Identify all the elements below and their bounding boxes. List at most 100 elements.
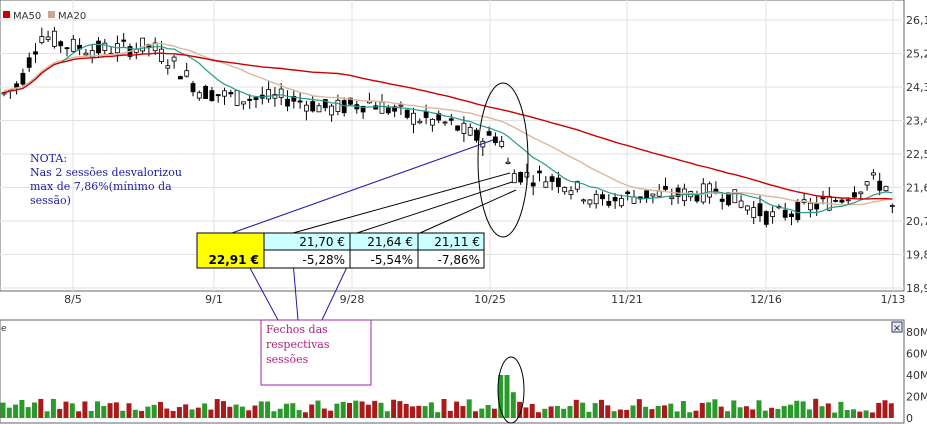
candle-body: [864, 181, 870, 186]
volume-bar: [120, 410, 126, 418]
volume-bar: [403, 403, 409, 418]
volume-bar: [25, 407, 31, 418]
candle-body: [757, 203, 763, 217]
ma20-line: [3, 42, 893, 206]
candle-body: [398, 104, 404, 107]
candle-body: [467, 127, 473, 136]
price-y-tick: 20,7: [906, 215, 927, 228]
candle-body: [58, 41, 64, 47]
volume-bar: [561, 408, 567, 418]
candle-body: [222, 90, 227, 97]
svg-text:e: e: [1, 324, 7, 334]
volume-bar: [680, 401, 686, 418]
candle-body: [411, 112, 416, 125]
drop-highlight-ellipse: [477, 82, 529, 238]
volume-bar: [38, 398, 44, 418]
x-tick-label: 1/13: [881, 293, 906, 306]
x-tick-label: 8/5: [64, 293, 82, 306]
volume-bar: [769, 407, 775, 418]
volume-bar: [309, 404, 315, 418]
volume-bar: [334, 403, 340, 418]
volume-y-tick: 20M: [906, 391, 927, 404]
price-y-tick: 24,3: [906, 81, 927, 94]
candle-body: [492, 136, 498, 144]
close-volume-button[interactable]: ×: [891, 321, 903, 334]
volume-bar: [170, 410, 176, 418]
candle-body: [253, 97, 259, 101]
volume-bar: [775, 409, 781, 418]
candle-body: [745, 205, 750, 211]
candle-body: [524, 172, 530, 178]
volume-bar: [611, 411, 617, 418]
price-y-tick: 25,2: [906, 48, 927, 61]
volume-y-tick: 80M: [906, 326, 927, 339]
volume-bar: [189, 409, 195, 418]
candle-body: [852, 192, 857, 198]
volume-y-tick: 0: [906, 412, 913, 424]
volume-bar: [139, 410, 145, 418]
candle-body: [45, 36, 51, 40]
candle-body: [310, 101, 316, 112]
volume-bar: [447, 410, 453, 418]
legend-swatch-ma50: [3, 11, 10, 18]
volume-bar: [340, 401, 346, 418]
price-y-tick: 22,5: [906, 148, 927, 161]
volume-bar: [460, 406, 466, 418]
candle-body: [656, 190, 662, 197]
volume-bar: [88, 410, 94, 418]
volume-bar: [271, 411, 277, 418]
candle-body: [33, 51, 38, 55]
candle-body: [877, 180, 883, 191]
volume-bar: [756, 400, 762, 418]
connector-lines: [231, 139, 517, 321]
candle-body: [291, 95, 297, 102]
volume-bar: [107, 403, 113, 418]
volume-bar: [819, 406, 825, 418]
price-change-table: 22,91 € 21,70 € 21,64 € 21,11 € -5,28% -…: [196, 232, 485, 269]
volume-bar: [876, 402, 882, 418]
candle-body: [234, 90, 240, 106]
candle-body: [518, 171, 523, 183]
volume-bar: [0, 402, 6, 418]
volume-bar: [158, 401, 163, 418]
volume-bar: [95, 401, 100, 418]
volume-bar: [151, 404, 157, 418]
note-line-1: NOTA:: [30, 152, 67, 165]
volume-bar: [813, 398, 819, 418]
volume-bar: [435, 412, 441, 418]
candle-body: [726, 192, 731, 206]
candle-body: [770, 211, 775, 217]
candle-body: [719, 198, 725, 202]
volume-bar: [410, 406, 415, 418]
volume-bar: [844, 409, 850, 418]
fechos-line-3: sessões: [266, 353, 309, 366]
volume-bars: [0, 375, 894, 418]
candle-body: [593, 193, 599, 205]
volume-bar: [573, 399, 579, 418]
price-y-axis: 26,1 25,2 24,3 23,4 22,5 21,6 20,7 19,8 18,9: [906, 14, 927, 295]
table-change-2: -5,54%: [371, 253, 413, 267]
x-tick-label: 11/21: [611, 293, 643, 306]
volume-bar: [466, 399, 472, 418]
candle-body: [871, 172, 876, 176]
volume-bar: [838, 401, 844, 418]
volume-bar: [428, 402, 434, 418]
candle-body: [625, 191, 631, 195]
candle-body: [240, 101, 246, 105]
volume-bar: [233, 404, 239, 418]
candle-body: [316, 105, 322, 113]
candle-body: [839, 199, 845, 203]
table-change-1: -5,28%: [303, 253, 345, 267]
candle-body: [738, 200, 744, 208]
volume-bar: [857, 411, 863, 418]
candle-body: [562, 187, 568, 193]
candle-body: [707, 183, 712, 198]
volume-bar: [227, 406, 233, 418]
x-axis: 8/5 9/1 9/28 10/25 11/21 12/16 1/13: [64, 293, 905, 306]
volume-bar: [454, 401, 460, 418]
volume-bar: [384, 411, 390, 418]
note-annotation: NOTA: Nas 2 sessões desvalorizou max de …: [30, 152, 182, 207]
candle-body: [341, 100, 347, 114]
volume-bar: [592, 403, 598, 418]
volume-bar: [567, 405, 573, 418]
